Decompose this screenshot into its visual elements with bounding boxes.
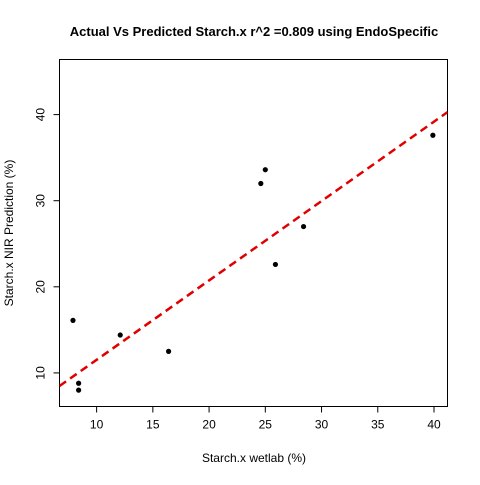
y-axis: 10 20 30 40 xyxy=(34,108,60,380)
data-point xyxy=(258,180,264,187)
data-point xyxy=(165,348,172,354)
points-group xyxy=(70,132,436,393)
x-tick-label: 25 xyxy=(259,418,273,432)
x-tick-label: 30 xyxy=(315,418,329,432)
y-tick-label: 30 xyxy=(34,194,48,208)
x-tick-label: 20 xyxy=(202,418,216,432)
data-point xyxy=(70,317,76,323)
x-axis-label: Starch.x wetlab (%) xyxy=(202,451,306,465)
fit-line-group xyxy=(59,111,448,388)
data-point xyxy=(76,380,82,386)
x-tick-label: 35 xyxy=(371,418,385,432)
data-point xyxy=(272,261,279,268)
data-point xyxy=(117,332,123,338)
y-tick-label: 10 xyxy=(34,366,48,380)
y-axis-label: Starch.x NIR Prediction (%) xyxy=(2,160,16,307)
data-point xyxy=(300,223,307,230)
plot-frame xyxy=(59,59,448,407)
x-tick-label: 15 xyxy=(146,418,160,432)
fit-line xyxy=(59,111,448,388)
data-point xyxy=(262,167,268,173)
y-tick-label: 40 xyxy=(34,108,48,122)
chart-title: Actual Vs Predicted Starch.x r^2 =0.809 … xyxy=(70,24,438,39)
data-point xyxy=(76,387,82,393)
x-tick-label: 10 xyxy=(90,418,104,432)
x-axis: 10 15 20 25 30 35 40 xyxy=(90,406,441,432)
data-point xyxy=(430,132,436,138)
x-tick-label: 40 xyxy=(427,418,441,432)
y-tick-label: 20 xyxy=(34,280,48,294)
